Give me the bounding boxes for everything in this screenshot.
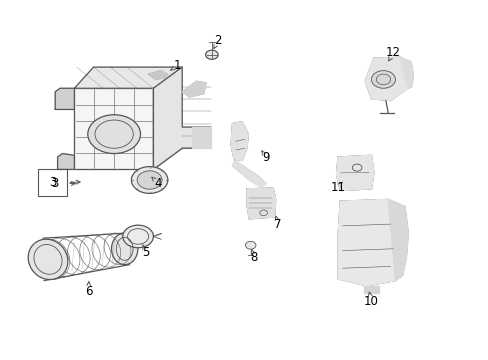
Text: 3: 3 — [49, 176, 57, 189]
Circle shape — [131, 167, 167, 193]
Text: 7: 7 — [274, 217, 281, 231]
Polygon shape — [246, 188, 275, 219]
Text: 8: 8 — [250, 251, 257, 264]
Circle shape — [371, 71, 395, 88]
Text: 1: 1 — [173, 59, 181, 72]
Polygon shape — [148, 71, 167, 80]
Polygon shape — [74, 67, 182, 88]
Circle shape — [137, 171, 162, 189]
Text: 11: 11 — [330, 181, 345, 194]
Polygon shape — [336, 155, 373, 190]
Polygon shape — [153, 67, 182, 170]
Polygon shape — [337, 199, 397, 286]
Polygon shape — [74, 88, 153, 170]
Polygon shape — [182, 81, 206, 97]
Text: 12: 12 — [385, 46, 400, 59]
Circle shape — [245, 242, 256, 249]
Text: 10: 10 — [363, 295, 378, 308]
Ellipse shape — [111, 233, 138, 265]
Text: 2: 2 — [214, 34, 222, 47]
Polygon shape — [231, 122, 248, 161]
Polygon shape — [387, 199, 407, 280]
Text: 5: 5 — [142, 246, 150, 259]
Polygon shape — [58, 154, 74, 170]
Polygon shape — [364, 286, 378, 293]
Text: 6: 6 — [85, 285, 92, 298]
Circle shape — [122, 225, 153, 248]
Ellipse shape — [28, 239, 68, 280]
Polygon shape — [399, 57, 412, 88]
Polygon shape — [232, 161, 265, 187]
Text: 9: 9 — [262, 150, 269, 163]
Polygon shape — [153, 67, 210, 170]
Bar — [39, 170, 67, 196]
Text: 3: 3 — [51, 177, 59, 190]
Polygon shape — [365, 57, 407, 100]
Text: 4: 4 — [154, 177, 162, 190]
Circle shape — [88, 115, 140, 153]
Polygon shape — [55, 88, 74, 109]
Polygon shape — [191, 127, 210, 148]
Circle shape — [205, 50, 218, 59]
